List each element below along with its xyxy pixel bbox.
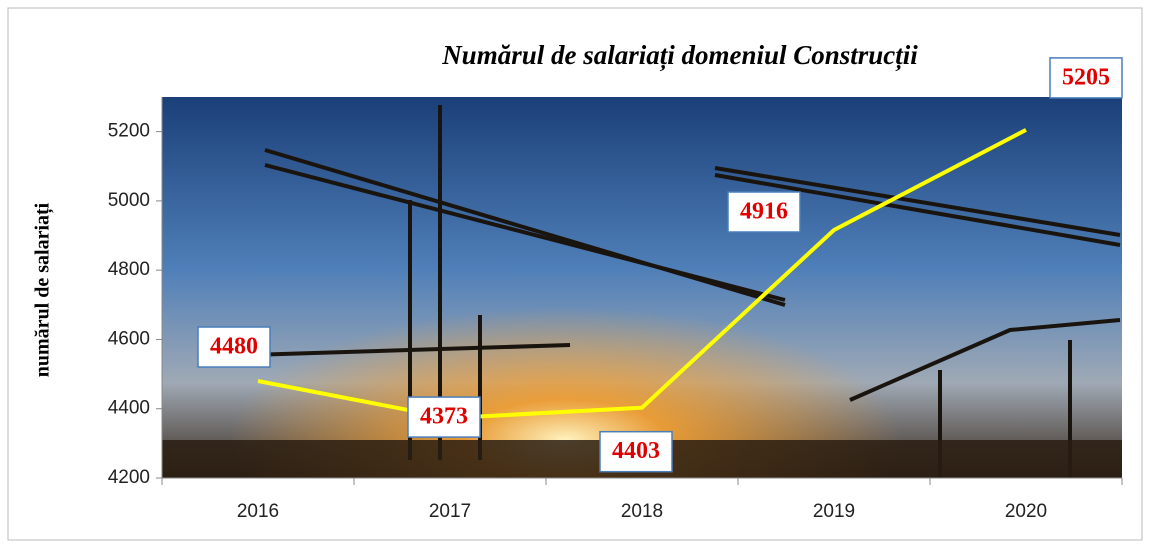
data-label-box — [407, 396, 481, 438]
y-tick-label: 4800 — [108, 259, 150, 280]
data-label: 4403 — [612, 438, 660, 464]
data-label: 4916 — [740, 199, 788, 225]
data-label: 4373 — [420, 404, 468, 430]
data-label-box — [599, 430, 673, 473]
x-tick-label: 2020 — [1005, 501, 1047, 522]
data-label: 4480 — [210, 334, 258, 360]
y-tick-label: 4600 — [108, 328, 150, 349]
x-tick-label: 2017 — [429, 501, 471, 522]
x-tick-label: 2018 — [621, 501, 663, 522]
data-label-box — [1049, 57, 1123, 99]
data-label-box — [727, 191, 801, 233]
data-label-box — [197, 326, 271, 368]
y-tick-label: 5200 — [108, 121, 150, 142]
y-tick-label: 4200 — [108, 467, 150, 488]
data-label: 5205 — [1062, 64, 1110, 90]
data-line — [257, 128, 1027, 421]
y-tick-label: 5000 — [108, 190, 150, 211]
y-tick-label: 4400 — [108, 398, 150, 419]
x-tick-label: 2019 — [813, 501, 855, 522]
y-axis-label: numărul de salariați — [32, 202, 55, 377]
x-tick-label: 2016 — [237, 501, 279, 522]
chart-title: Numărul de salariați domeniul Construcți… — [441, 40, 918, 71]
